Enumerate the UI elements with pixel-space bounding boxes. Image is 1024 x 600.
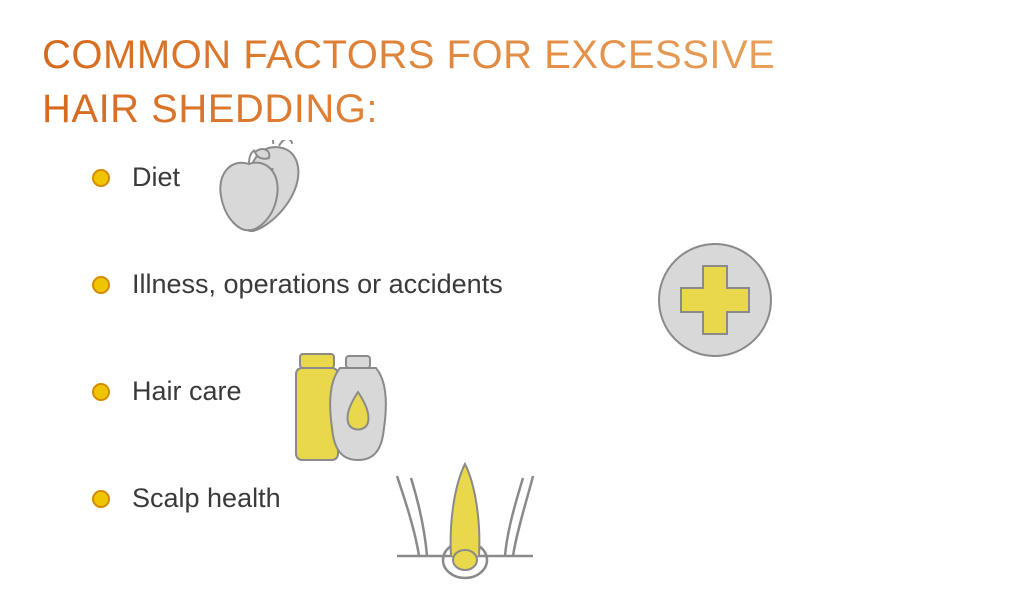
- page-title: COMMON FACTORS FOR EXCESSIVE HAIR SHEDDI…: [42, 28, 775, 136]
- diet-icon: [215, 140, 325, 235]
- item-label: Hair care: [132, 376, 242, 407]
- item-label: Scalp health: [132, 483, 281, 514]
- item-label: Diet: [132, 162, 180, 193]
- hair-care-icon: [290, 348, 395, 468]
- bullet-icon: [92, 383, 110, 401]
- bullet-icon: [92, 276, 110, 294]
- title-line-1: COMMON FACTORS FOR EXCESSIVE: [42, 33, 775, 77]
- list-item: Illness, operations or accidents: [92, 269, 503, 300]
- item-label: Illness, operations or accidents: [132, 269, 503, 300]
- scalp-follicle-icon: [395, 460, 535, 580]
- bullet-icon: [92, 490, 110, 508]
- medical-cross-icon: [655, 240, 775, 360]
- title-line-2: HAIR SHEDDING:: [42, 87, 378, 131]
- bullet-icon: [92, 169, 110, 187]
